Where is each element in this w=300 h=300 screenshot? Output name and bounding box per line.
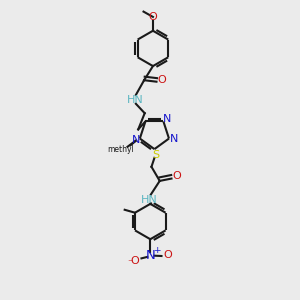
Text: N: N bbox=[169, 134, 178, 143]
Text: O: O bbox=[172, 171, 181, 181]
Text: S: S bbox=[152, 150, 159, 160]
Text: ⁻: ⁻ bbox=[127, 258, 132, 268]
Text: N: N bbox=[146, 249, 156, 262]
Text: HN: HN bbox=[141, 195, 158, 205]
Text: O: O bbox=[164, 250, 172, 260]
Text: O: O bbox=[148, 12, 157, 22]
Text: N: N bbox=[164, 114, 172, 124]
Text: methyl: methyl bbox=[108, 145, 134, 154]
Text: O: O bbox=[130, 256, 140, 266]
Text: HN: HN bbox=[127, 95, 144, 105]
Text: O: O bbox=[158, 75, 166, 85]
Text: +: + bbox=[153, 247, 160, 256]
Text: N: N bbox=[131, 135, 140, 145]
